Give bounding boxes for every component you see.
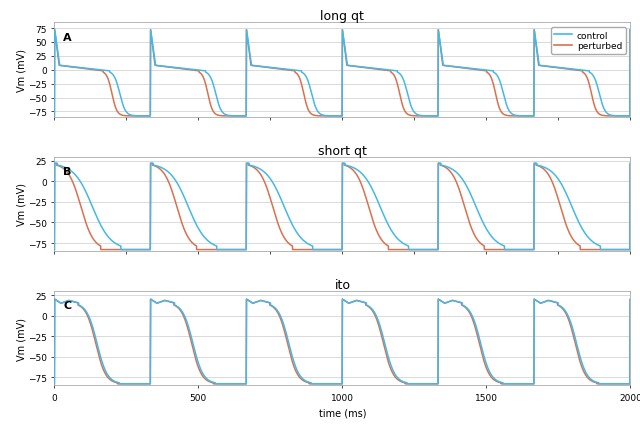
Text: C: C <box>63 301 71 311</box>
Legend: control, perturbed: control, perturbed <box>550 28 626 55</box>
Title: short qt: short qt <box>318 144 367 157</box>
Y-axis label: Vm (mV): Vm (mV) <box>17 183 26 226</box>
Title: ito: ito <box>334 278 351 291</box>
X-axis label: time (ms): time (ms) <box>319 408 366 417</box>
Y-axis label: Vm (mV): Vm (mV) <box>17 317 26 360</box>
Y-axis label: Vm (mV): Vm (mV) <box>17 49 26 92</box>
Title: long qt: long qt <box>321 11 364 23</box>
Text: B: B <box>63 167 72 177</box>
Text: A: A <box>63 33 72 43</box>
